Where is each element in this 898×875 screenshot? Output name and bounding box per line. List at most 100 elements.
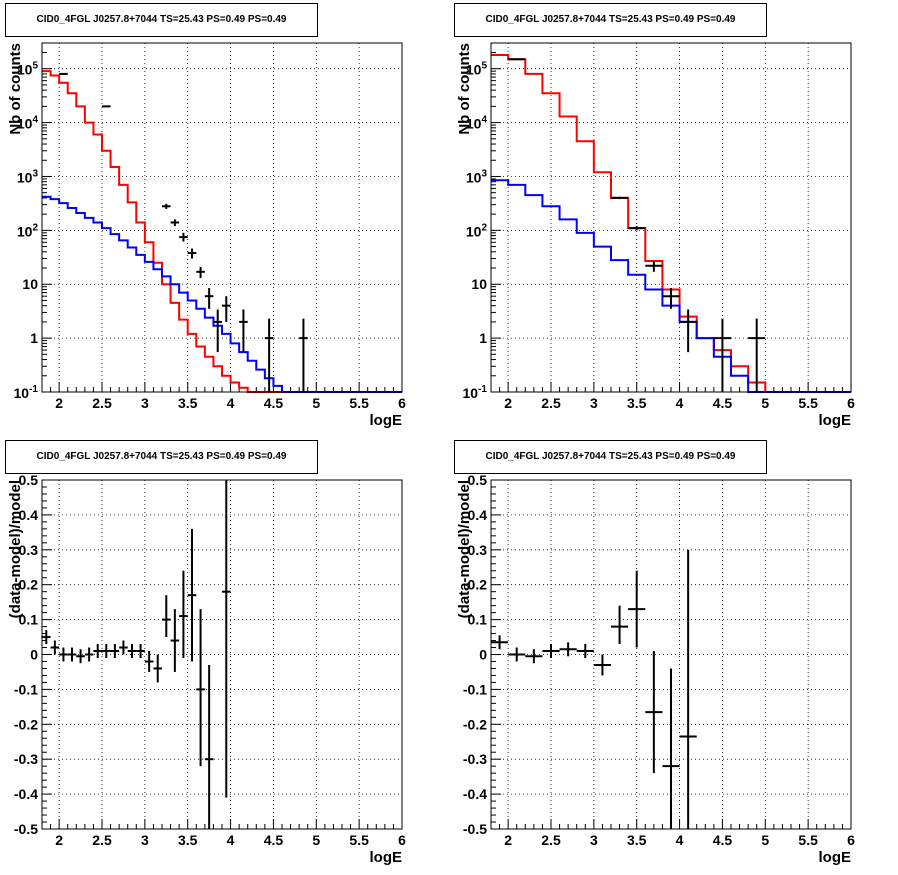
data-point [153, 654, 162, 683]
y-tick-label: -0.5 [14, 821, 38, 837]
data-point [645, 260, 663, 272]
x-tick-label: 2 [504, 395, 512, 411]
data-point [84, 647, 94, 662]
series-line-red [491, 53, 851, 393]
chart-title: CID0_4FGL J0257.8+7044 TS=25.43 PS=0.49 … [454, 440, 767, 474]
data-point [50, 640, 60, 655]
x-tick-label: 3.5 [178, 395, 198, 411]
y-tick-label: -0.1 [463, 681, 487, 697]
series-line-blue [491, 179, 851, 393]
x-tick-label: 4.5 [713, 395, 733, 411]
y-axis-label: Nb of counts [456, 43, 473, 135]
chart-residuals-right: 2 2.5 3 3.5 4 4.5 5 5.5 6 -0.5 -0.4 -0.3 -0.2 -0.1 0 0.… [456, 472, 855, 866]
y-tick-label: 0.2 [468, 577, 488, 593]
x-tick-label: 3.5 [178, 832, 198, 848]
data-point [42, 630, 51, 645]
data-point [102, 644, 111, 658]
x-tick-label: 5.5 [798, 395, 818, 411]
y-axis-label: Nb of counts [7, 43, 24, 135]
data-point [213, 309, 222, 353]
data-point [59, 647, 68, 662]
pad-top-right: 2 2.5 3 3.5 4 4.5 5 5.5 6 10-1 1 10 102 103 104 105 logE… [449, 0, 898, 437]
y-tick-label: -0.3 [463, 751, 487, 767]
x-tick-label: 4.5 [264, 832, 284, 848]
y-tick-label: 104 [466, 115, 488, 132]
x-tick-label: 3 [141, 832, 149, 848]
data-point [679, 549, 697, 829]
x-tick-label: 2.5 [92, 832, 112, 848]
x-tick-label: 4 [227, 832, 235, 848]
data-point [119, 640, 128, 655]
x-tick-label: 4 [676, 832, 684, 848]
y-tick-label: 0.2 [19, 577, 39, 593]
x-tick-label: 4 [227, 395, 235, 411]
y-tick-label: 10 [471, 276, 487, 292]
pad-top-left: 2 2.5 3 3.5 4 4.5 5 5.5 6 10-1 1 10 102 103 104 105 logE… [0, 0, 449, 437]
data-point [144, 651, 154, 672]
data-point [628, 570, 646, 648]
y-tick-label: 10 [22, 276, 38, 292]
ticks [490, 42, 852, 393]
data-point [187, 248, 197, 259]
x-tick-label: 3 [590, 832, 598, 848]
data-point [162, 595, 171, 638]
y-tick-label: 104 [17, 115, 39, 132]
y-tick-label: 0 [479, 647, 487, 663]
x-tick-label: 6 [398, 832, 406, 848]
data-point [67, 647, 77, 662]
chart-counts-left: 2 2.5 3 3.5 4 4.5 5 5.5 6 10-1 1 10 102 103 104 105 logE… [7, 42, 406, 429]
data-point [127, 644, 137, 658]
x-tick-label: 3 [141, 395, 149, 411]
y-tick-label: 102 [17, 222, 39, 239]
data-point [559, 642, 577, 657]
plot-frame [490, 42, 852, 393]
y-tick-label: -0.5 [463, 821, 487, 837]
y-tick-label: 1 [30, 330, 38, 346]
x-tick-label: 2.5 [541, 395, 561, 411]
x-tick-label: 4.5 [264, 395, 284, 411]
plot-frame [490, 479, 852, 830]
pad-bottom-right: 2 2.5 3 3.5 4 4.5 5 5.5 6 -0.5 -0.4 -0.3 -0.2 -0.1 0 0.… [449, 437, 898, 875]
y-tick-label: -0.2 [14, 716, 38, 732]
data-point [299, 318, 308, 392]
grid [42, 480, 402, 829]
data-point [628, 226, 646, 231]
x-tick-label: 2.5 [92, 395, 112, 411]
data-point [662, 668, 680, 829]
x-tick-label: 6 [847, 395, 855, 411]
x-tick-label: 5 [312, 395, 320, 411]
y-tick-label: -0.2 [463, 716, 487, 732]
y-tick-label: -0.3 [14, 751, 38, 767]
x-tick-label: 5 [761, 395, 769, 411]
y-tick-label: -0.4 [463, 786, 487, 802]
y-tick-label: 0.4 [468, 507, 488, 523]
data-point [508, 647, 526, 662]
grid [491, 43, 851, 392]
data-point [179, 232, 188, 242]
y-tick-label: 105 [17, 61, 39, 78]
y-tick-label: -0.4 [14, 786, 38, 802]
y-tick-label: 0.5 [468, 472, 488, 488]
series-line-blue [42, 195, 402, 393]
data-point [713, 318, 731, 392]
data-point [196, 609, 205, 767]
series-line-red [42, 70, 402, 393]
y-tick-label: 0 [30, 647, 38, 663]
data-point [576, 644, 594, 658]
x-tick-label: 5 [761, 832, 769, 848]
data-point [204, 288, 214, 309]
data-point [196, 266, 205, 279]
x-axis-label: logE [819, 412, 852, 429]
x-tick-label: 5.5 [349, 832, 369, 848]
chart-counts-right: 2 2.5 3 3.5 4 4.5 5 5.5 6 10-1 1 10 102 103 104 105 logE… [456, 42, 855, 429]
data-point [611, 196, 629, 200]
x-tick-label: 2 [504, 832, 512, 848]
data-point [645, 651, 663, 774]
chart-title: CID0_4FGL J0257.8+7044 TS=25.43 PS=0.49 … [454, 3, 767, 37]
data-point [93, 644, 102, 658]
ticks [41, 42, 403, 393]
y-tick-label: -0.1 [14, 681, 38, 697]
x-tick-label: 6 [847, 832, 855, 848]
y-tick-label: 1 [479, 330, 487, 346]
y-tick-label: 0.4 [19, 507, 39, 523]
